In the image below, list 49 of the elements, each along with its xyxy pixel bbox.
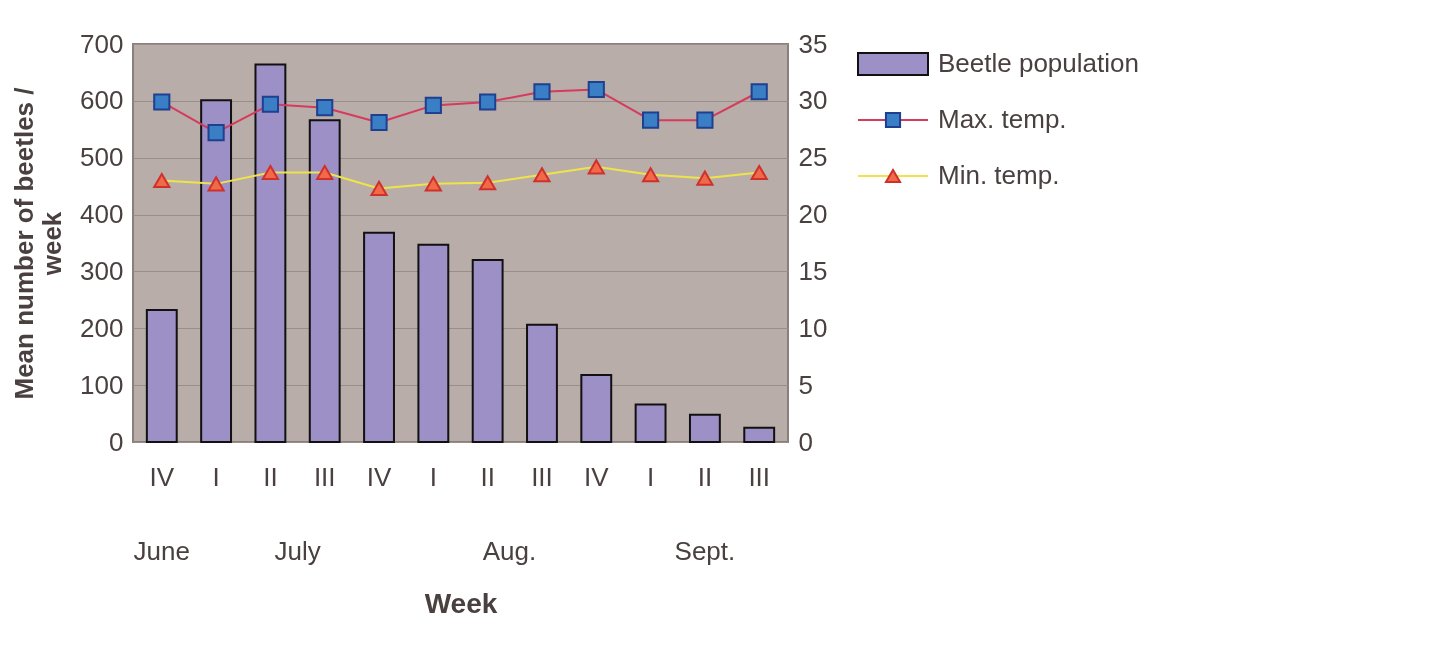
bar	[308, 119, 341, 443]
x-tick-label: II	[263, 461, 278, 492]
y2-tick-label: 5	[798, 369, 813, 400]
y2-tick-label: 35	[798, 28, 828, 59]
legend-label: Max. temp.	[938, 104, 1067, 134]
bar	[254, 63, 287, 443]
y2-tick-label: 0	[798, 426, 813, 457]
y-tick-label: 700	[80, 28, 124, 59]
x-tick-label: IV	[149, 461, 175, 492]
x-tick-label: III	[748, 461, 771, 492]
y-tick-label: 400	[80, 199, 124, 230]
bar	[363, 231, 395, 443]
legend-label: Min. temp.	[938, 160, 1060, 190]
y2-tick-label: 10	[798, 312, 828, 343]
y-axis-title: Mean number of beetles / week	[9, 87, 68, 400]
y-tick-label: 100	[80, 369, 124, 400]
y2-tick-label: 30	[798, 85, 828, 116]
x-tick-label: IV	[366, 461, 392, 492]
x-tick-label: III	[531, 461, 553, 492]
bar	[471, 259, 504, 443]
x-tick-label: II	[697, 461, 713, 492]
bar	[634, 403, 667, 443]
y-tick-label: 200	[80, 312, 124, 343]
y2-tick-label: 25	[798, 142, 828, 173]
y-tick-label: 500	[80, 142, 124, 173]
bar	[417, 243, 450, 443]
y-tick-label: 300	[80, 255, 124, 286]
text: July	[274, 536, 321, 566]
x-tick-label: II	[480, 461, 495, 492]
bar	[526, 323, 558, 443]
bar	[743, 426, 776, 443]
bar	[145, 309, 178, 443]
bar	[580, 373, 613, 443]
bar	[200, 99, 233, 443]
x-tick-label: I	[429, 461, 437, 492]
bar	[688, 413, 721, 443]
y-tick-label: 600	[80, 85, 124, 116]
text: Aug.	[482, 536, 537, 566]
legend-label: Beetle population	[938, 48, 1139, 78]
text: June	[133, 536, 190, 566]
x-axis-title: Week	[424, 587, 498, 619]
x-tick-label: III	[313, 461, 336, 492]
y-tick-label: 0	[109, 426, 124, 457]
x-tick-label: IV	[583, 461, 610, 492]
y2-tick-label: 15	[798, 255, 828, 286]
x-tick-label: I	[212, 461, 220, 492]
text: Sept.	[674, 536, 736, 566]
x-tick-label: I	[646, 461, 655, 492]
y2-tick-label: 20	[798, 199, 828, 230]
